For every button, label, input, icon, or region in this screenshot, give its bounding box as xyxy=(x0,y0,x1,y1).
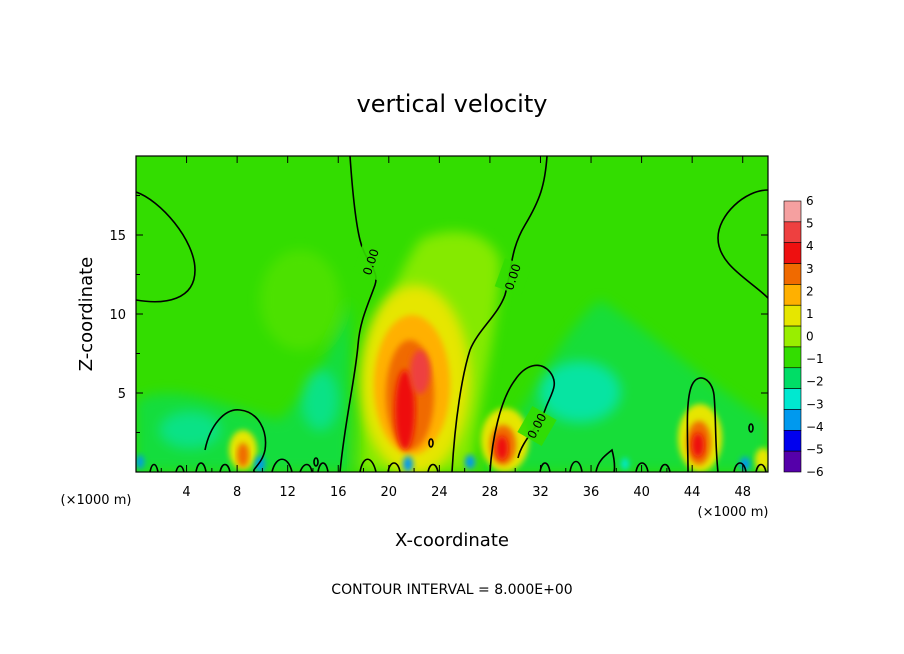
colorbar-swatch xyxy=(783,388,802,410)
y-tick-label: 15 xyxy=(109,229,126,244)
colorbar-swatch xyxy=(783,284,802,306)
x-tick-label: 28 xyxy=(482,485,499,500)
y-tick-label: 5 xyxy=(118,387,126,402)
colorbar-swatch xyxy=(783,304,802,327)
colorbar-label: 5 xyxy=(806,217,814,231)
colorbar-swatch xyxy=(783,430,802,452)
contour-interval-note: CONTOUR INTERVAL = 8.000E+00 xyxy=(331,582,572,598)
x-tick-label: 4 xyxy=(182,485,190,500)
colorbar-label: 1 xyxy=(806,307,814,321)
x-tick-label: 24 xyxy=(431,485,448,500)
colorbar-label: 2 xyxy=(806,284,814,298)
x-tick-label: 32 xyxy=(532,485,549,500)
x-tick-label: 48 xyxy=(734,485,751,500)
colorbar-label: 6 xyxy=(806,194,814,208)
colorbar-swatch xyxy=(783,367,802,389)
colorbar-label: −2 xyxy=(806,375,824,389)
y-tick-label: 10 xyxy=(109,308,126,323)
y-axis-label: Z-coordinate xyxy=(76,257,97,372)
colorbar-swatch xyxy=(783,409,802,431)
colorbar-label: 0 xyxy=(806,330,814,344)
colorbar-swatch xyxy=(783,242,802,264)
x-tick-label: 20 xyxy=(381,485,398,500)
x-axis-label: X-coordinate xyxy=(395,530,509,551)
colorbar-label: −4 xyxy=(806,420,824,434)
x-tick-label: 16 xyxy=(330,485,347,500)
x-tick-label: 40 xyxy=(633,485,650,500)
x-tick-label: 8 xyxy=(233,485,241,500)
plot-area: 0.00 0.00 0.00 xyxy=(136,156,768,472)
colorbar-label: −6 xyxy=(806,465,824,479)
chart-title: vertical velocity xyxy=(357,90,548,118)
zero-contours xyxy=(136,156,768,472)
colorbar-swatch xyxy=(783,221,802,243)
colorbar-swatch xyxy=(783,450,802,473)
x-unit-label-right: (×1000 m) xyxy=(698,505,769,520)
colorbar-label: −5 xyxy=(806,442,824,456)
colorbar-swatch xyxy=(783,346,802,369)
contour-labels: 0.00 0.00 0.00 xyxy=(352,243,557,446)
colorbar-label: 3 xyxy=(806,262,814,276)
colorbar-swatch xyxy=(783,200,802,223)
colorbar-label: 4 xyxy=(806,239,814,253)
x-tick-label: 36 xyxy=(583,485,600,500)
x-tick-label: 44 xyxy=(684,485,701,500)
colorbar-swatch xyxy=(783,325,802,348)
x-tick-label: 12 xyxy=(279,485,296,500)
x-unit-label-left: (×1000 m) xyxy=(61,493,132,508)
colorbar-label: −3 xyxy=(806,397,824,411)
colorbar-label: −1 xyxy=(806,352,824,366)
colorbar: 6 5 4 3 2 1 0 −1 −2 −3 −4 −5 −6 xyxy=(783,194,824,479)
colorbar-swatch xyxy=(783,263,802,285)
updraft-cores xyxy=(229,285,768,472)
